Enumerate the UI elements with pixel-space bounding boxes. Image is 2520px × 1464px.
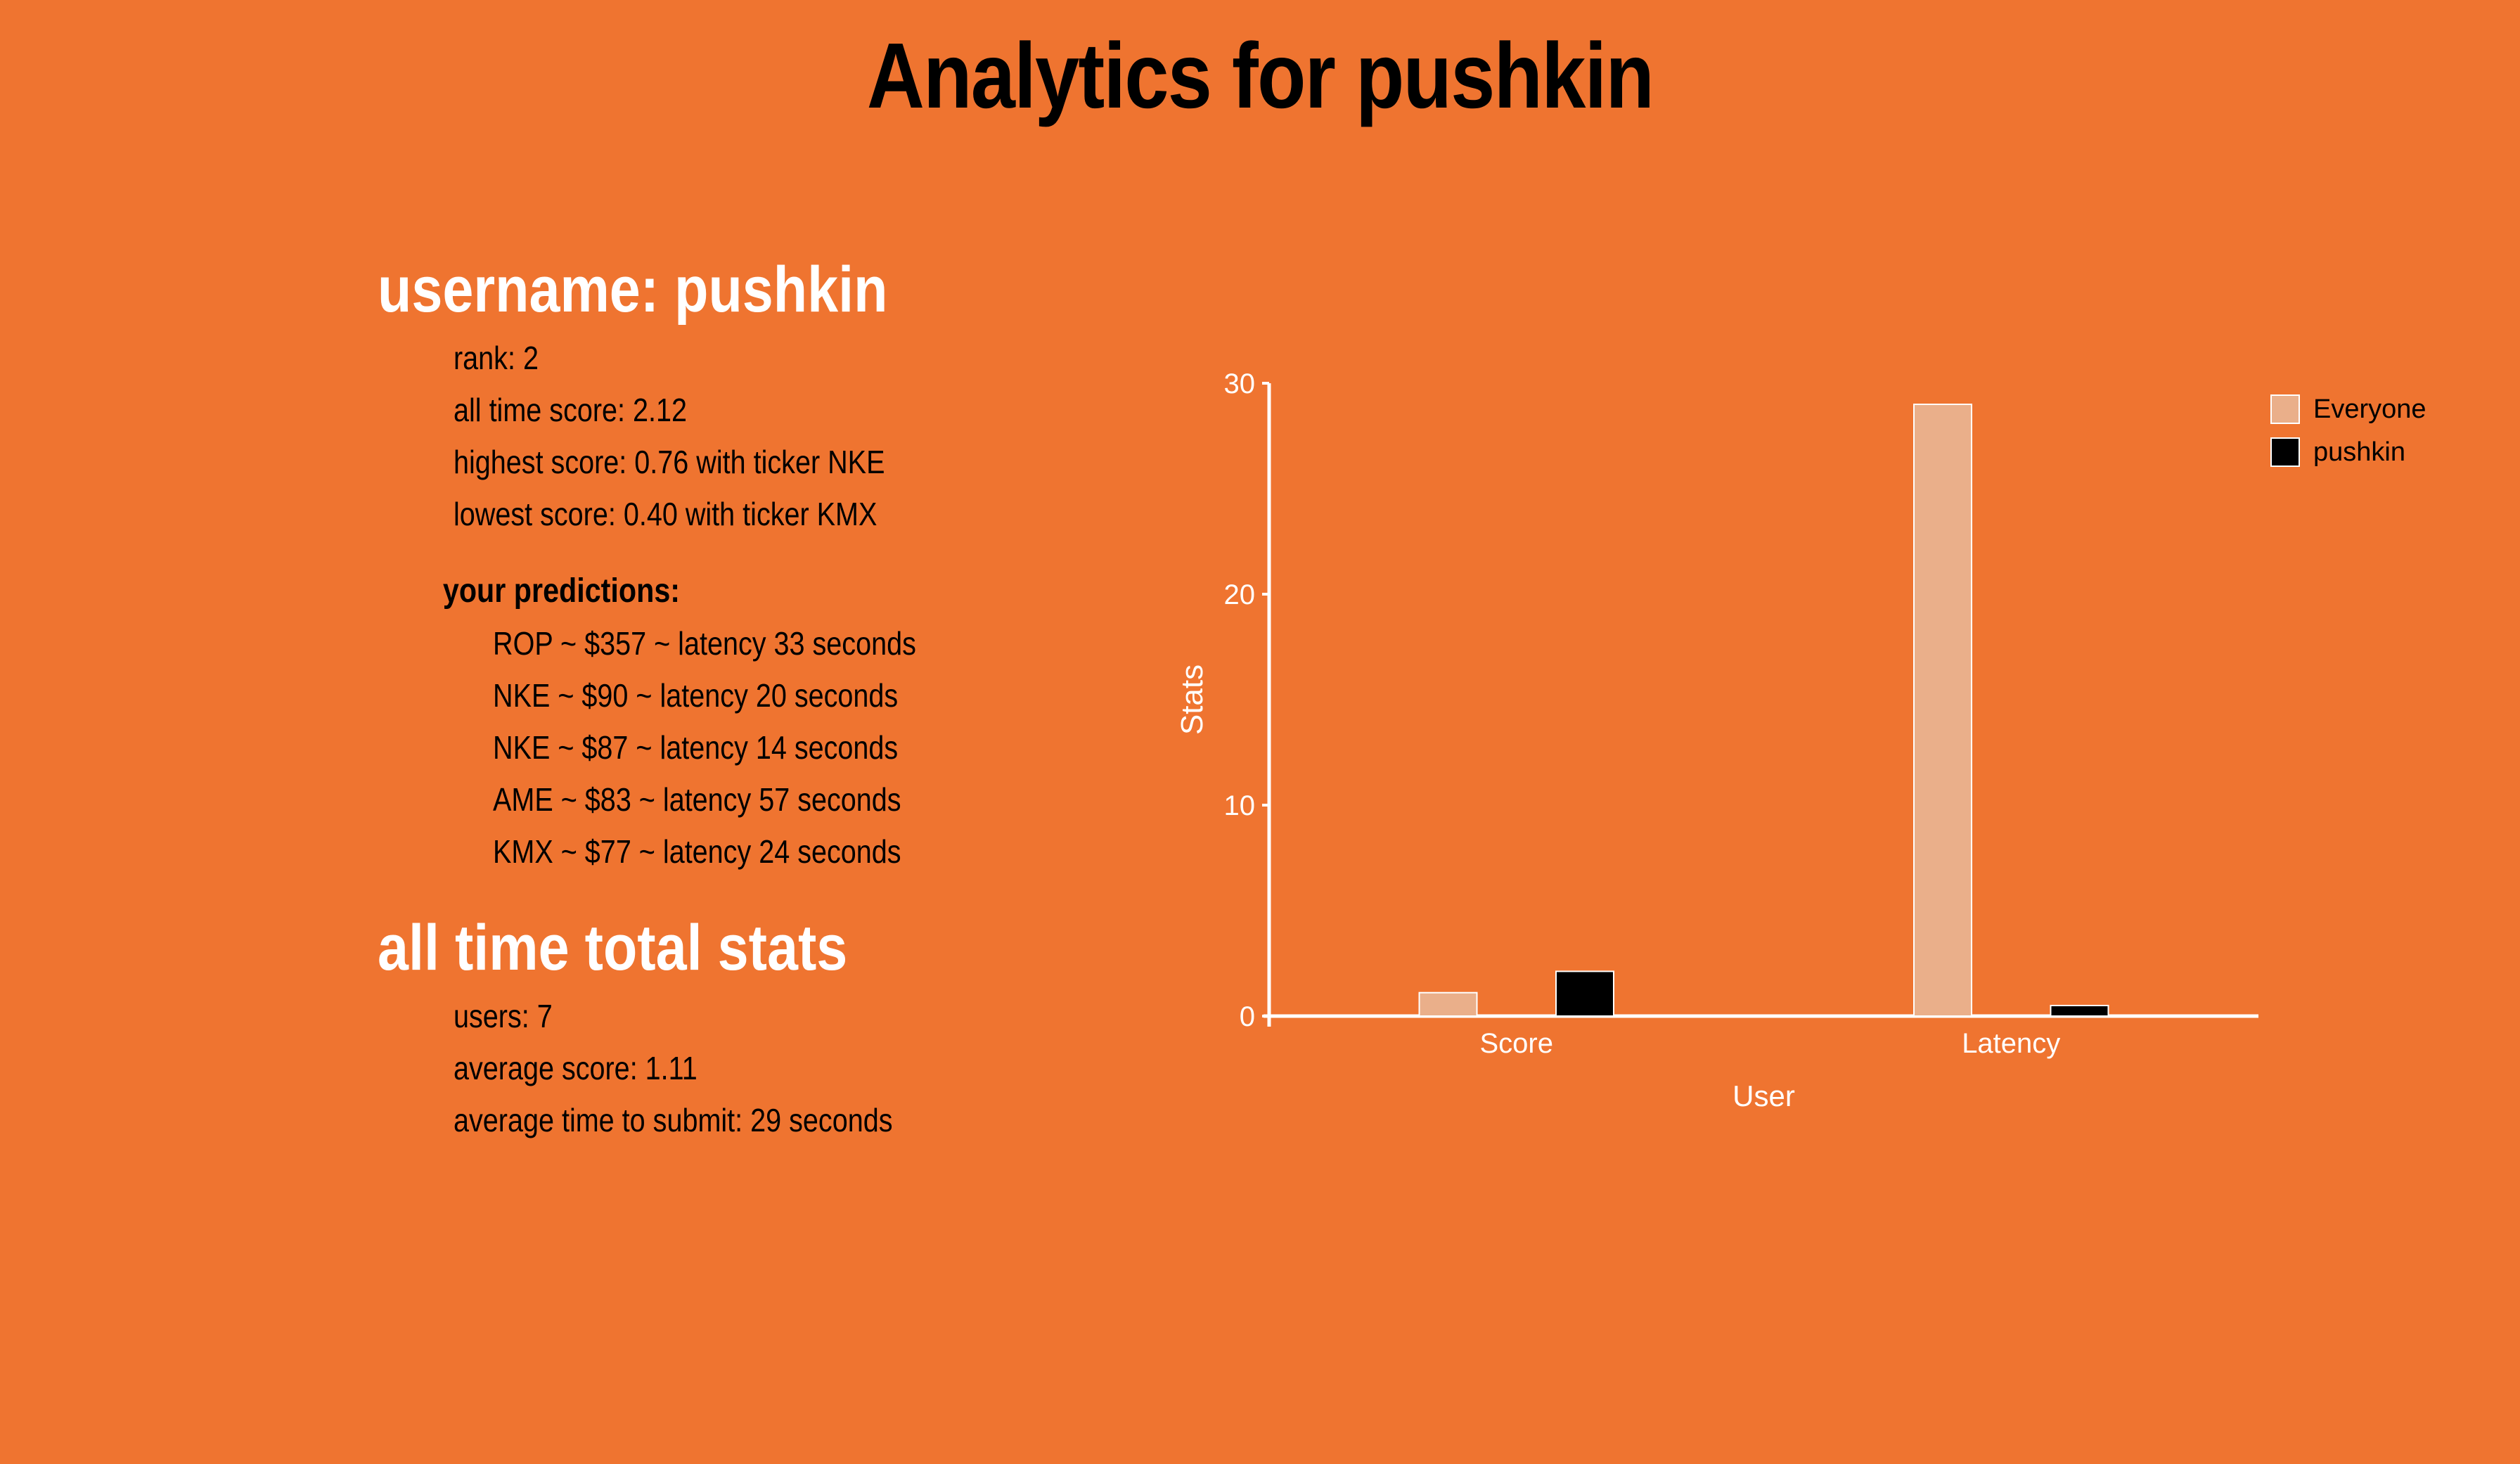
predictions-list: ROP ~ $357 ~ latency 33 seconds NKE ~ $9…	[378, 617, 1151, 878]
total-stats-list: users: 7 average score: 1.11 average tim…	[378, 990, 1151, 1146]
username-heading: username: pushkin	[378, 254, 888, 326]
average-time-text: average time to submit: 29 seconds	[454, 1102, 893, 1138]
prediction-item: ROP ~ $357 ~ latency 33 seconds	[493, 625, 916, 662]
bar-pushkin-latency	[2050, 1005, 2109, 1017]
user-stats-panel: username: pushkin rank: 2 all time score…	[378, 248, 1151, 1146]
all-time-score-text: all time score: 2.12	[454, 392, 688, 428]
x-tick-label: Latency	[1962, 1028, 2060, 1059]
rank-text: rank: 2	[454, 340, 539, 376]
legend-swatch-everyone	[2270, 394, 2300, 424]
bar-everyone-latency	[1913, 404, 1973, 1017]
prediction-item: NKE ~ $87 ~ latency 14 seconds	[493, 729, 899, 766]
y-tick-label: 20	[1224, 579, 1256, 610]
x-axis-title: User	[1732, 1079, 1795, 1112]
page-title: Analytics for pushkin	[866, 24, 1654, 127]
average-score-text: average score: 1.11	[454, 1050, 698, 1086]
x-tick-label: Score	[1480, 1028, 1554, 1059]
bar-pushkin-score	[1555, 970, 1614, 1017]
y-tick-label: 30	[1224, 368, 1256, 399]
y-axis-title: Stats	[1175, 664, 1209, 735]
total-stats-heading: all time total stats	[378, 912, 848, 984]
bar-everyone-score	[1418, 991, 1478, 1017]
prediction-item: KMX ~ $77 ~ latency 24 seconds	[493, 833, 901, 870]
stats-bar-chart: 0 10 20 30 Score Latency User Stats Everyone push…	[1153, 352, 2489, 1153]
prediction-item: AME ~ $83 ~ latency 57 seconds	[493, 781, 901, 818]
predictions-heading: your predictions:	[442, 572, 681, 610]
user-info-list: rank: 2 all time score: 2.12 highest sco…	[378, 332, 1151, 540]
lowest-score-text: lowest score: 0.40 with ticker KMX	[454, 496, 878, 532]
legend-label: pushkin	[2313, 437, 2405, 467]
legend-swatch-pushkin	[2270, 437, 2300, 467]
users-count-text: users: 7	[454, 998, 553, 1034]
chart-svg: 0 10 20 30 Score Latency User Stats Everyone push…	[1175, 368, 2426, 1112]
y-tick-label: 0	[1240, 1001, 1255, 1032]
y-tick-label: 10	[1224, 790, 1256, 821]
prediction-item: NKE ~ $90 ~ latency 20 seconds	[493, 677, 899, 714]
legend-label: Everyone	[2313, 394, 2426, 424]
highest-score-text: highest score: 0.76 with ticker NKE	[454, 444, 885, 480]
